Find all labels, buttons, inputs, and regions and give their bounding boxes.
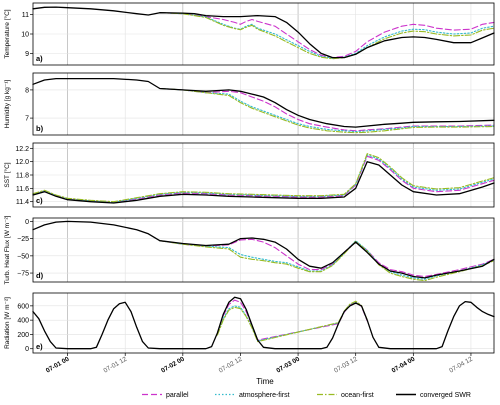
panel-b: 7 8 b) Humidity [g kg⁻¹] [4,72,495,136]
x-tick-label: 07-01 12 [102,355,128,374]
time-axis: 07-01 00 07-01 12 07-02 00 07-02 12 07-03 00… [45,353,474,375]
series-line-parallel [159,12,495,59]
y-axis-label: Humidity [g kg⁻¹] [4,80,11,129]
series-line-ocean-first [159,87,495,134]
series-line-ocean-first [32,153,495,203]
panel-d: 0 −25 −50 −75 d) Turb. Heat Flux [W m⁻²] [4,215,495,284]
panel-frame [32,217,495,283]
y-tick-label: 11.8 [16,173,29,180]
y-axis-label: Radiation [W m⁻²] [4,297,11,349]
y-tick-label: 0 [25,346,29,353]
x-tick-label: 07-04 12 [448,355,474,374]
legend-entry-converged-swr: converged SWR [396,392,471,399]
y-tick-label: 400 [17,318,29,325]
x-tick-label: 07-01 00 [45,355,71,374]
legend-label: converged SWR [420,392,471,399]
y-tick-label: 200 [17,332,29,339]
series-line-converged-swr [32,296,495,350]
panel-letter: c) [36,196,43,205]
series-line-parallel [159,87,495,132]
legend-entry-parallel: parallel [142,392,189,399]
y-tick-label: 11.6 [16,186,29,193]
series-line-atmosphere-first [159,87,495,133]
panel-letter: b) [36,124,44,133]
legend: parallel atmosphere-first ocean-first conve… [142,392,471,399]
y-tick-label: 11 [22,12,29,19]
series-line-atmosphere-first [159,12,495,59]
panel-frame [32,292,495,354]
panels: 9 10 11 a) Temperature [°C] 7 8 b) Humidity [g k… [3,2,495,354]
y-axis-label: Temperature [°C] [3,9,11,58]
y-tick-label: 600 [17,303,29,310]
legend-label: parallel [166,392,189,399]
y-tick-label: 10 [21,32,29,39]
series-line-converged-swr [32,77,495,128]
x-axis-label: Time [256,377,274,386]
panel-frame [32,72,495,136]
x-tick-label: 07-03 12 [333,355,359,374]
series-line-atmosphere-first [159,240,495,280]
panel-letter: e) [36,342,43,351]
panel-c: 11.4 11.6 11.8 12.0 12.2 c) SST [°C] [3,142,495,208]
series-line-ocean-first [159,240,495,282]
y-tick-label: −25 [17,236,29,243]
x-tick-label: 07-03 00 [275,355,301,374]
legend-entry-atmosphere-first: atmosphere-first [215,392,290,399]
y-tick-label: 12.2 [15,146,29,153]
x-tick-label: 07-02 00 [160,355,186,374]
y-tick-label: −75 [17,271,29,278]
y-tick-label: 11.4 [16,199,29,206]
panel-letter: a) [36,54,43,63]
x-tick-label: 07-02 12 [218,355,244,374]
legend-label: ocean-first [341,392,374,399]
panel-frame [32,142,495,208]
panel-background [33,218,494,282]
y-axis-label: Turb. Heat Flux [W m⁻²] [4,215,11,284]
panel-letter: d) [36,271,44,280]
y-tick-label: 0 [25,219,29,226]
series-line-converged-swr [32,220,495,279]
panel-background [33,293,494,353]
series-line-converged-swr [32,6,495,59]
y-tick-label: −50 [17,253,29,260]
y-tick-label: 12.0 [15,159,29,166]
panel-frame [32,2,495,66]
legend-entry-ocean-first: ocean-first [317,392,374,399]
panel-a: 9 10 11 a) Temperature [°C] [3,2,495,66]
series-line-ocean-first [216,300,368,343]
y-axis-label: SST [°C] [3,162,11,187]
series-line-converged-swr [32,161,495,204]
series-line-ocean-first [159,12,495,60]
y-tick-label: 7 [25,116,29,123]
panel-e: 0 200 400 600 e) Radiation [W m⁻²] [4,292,495,354]
x-tick-label: 07-04 00 [391,355,417,374]
panel-background [33,73,494,135]
series-line-atmosphere-first [32,154,495,203]
legend-label: atmosphere-first [239,392,290,399]
y-tick-label: 8 [25,87,29,94]
y-tick-label: 9 [25,51,29,58]
